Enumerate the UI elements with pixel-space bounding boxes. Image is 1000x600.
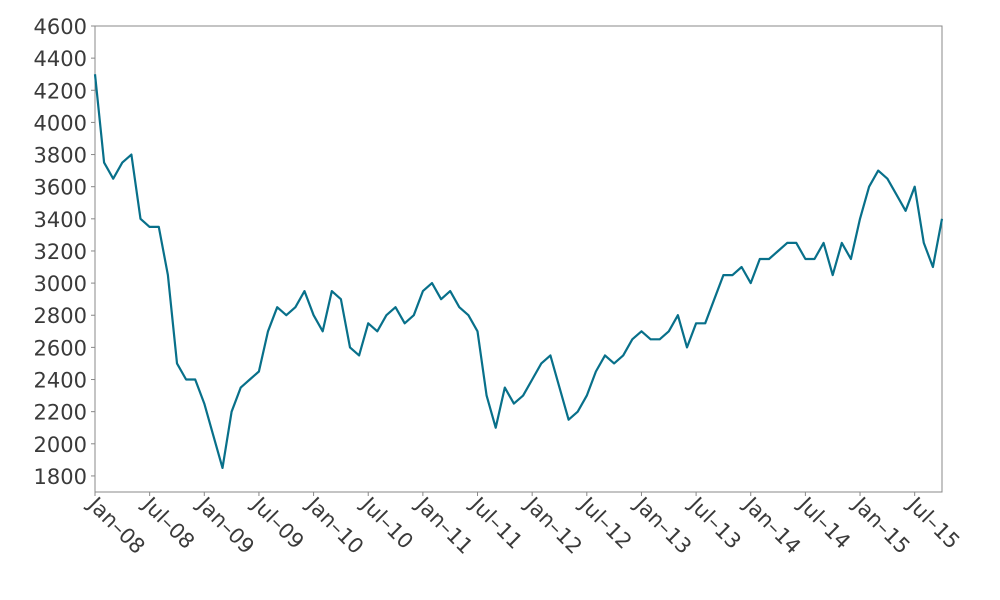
y-tick-label: 4000 bbox=[34, 111, 87, 135]
y-tick-label: 2600 bbox=[34, 336, 87, 360]
y-tick-label: 4200 bbox=[34, 79, 87, 103]
x-tick-label: Jan–08 bbox=[82, 491, 150, 559]
y-tick-label: 3200 bbox=[34, 240, 87, 264]
y-tick-label: 3600 bbox=[34, 176, 87, 200]
y-tick-label: 2000 bbox=[34, 433, 87, 457]
x-tick-label: Jan–13 bbox=[629, 491, 697, 559]
y-tick-label: 3400 bbox=[34, 208, 87, 232]
y-tick-label: 2200 bbox=[34, 401, 87, 425]
x-tick-label: Jan–10 bbox=[301, 491, 369, 559]
x-tick-label: Jan–12 bbox=[519, 491, 587, 559]
x-tick-label: Jan–11 bbox=[410, 491, 478, 559]
line bbox=[93, 74, 944, 469]
y-tick-label: 1800 bbox=[34, 465, 87, 489]
x-tick-label: Jan–09 bbox=[191, 491, 259, 559]
x-tick-label: Jan–14 bbox=[738, 491, 806, 559]
x-tick-label: Jan–15 bbox=[847, 491, 915, 559]
y-tick-label: 2800 bbox=[34, 304, 87, 328]
y-tick-label: 3000 bbox=[34, 272, 87, 296]
y-tick-label: 4600 bbox=[34, 15, 87, 39]
y-tick-label: 4400 bbox=[34, 47, 87, 71]
y-tick-label: 3800 bbox=[34, 144, 87, 168]
y-tick-label: 2400 bbox=[34, 369, 87, 393]
plot-frame bbox=[94, 25, 943, 493]
